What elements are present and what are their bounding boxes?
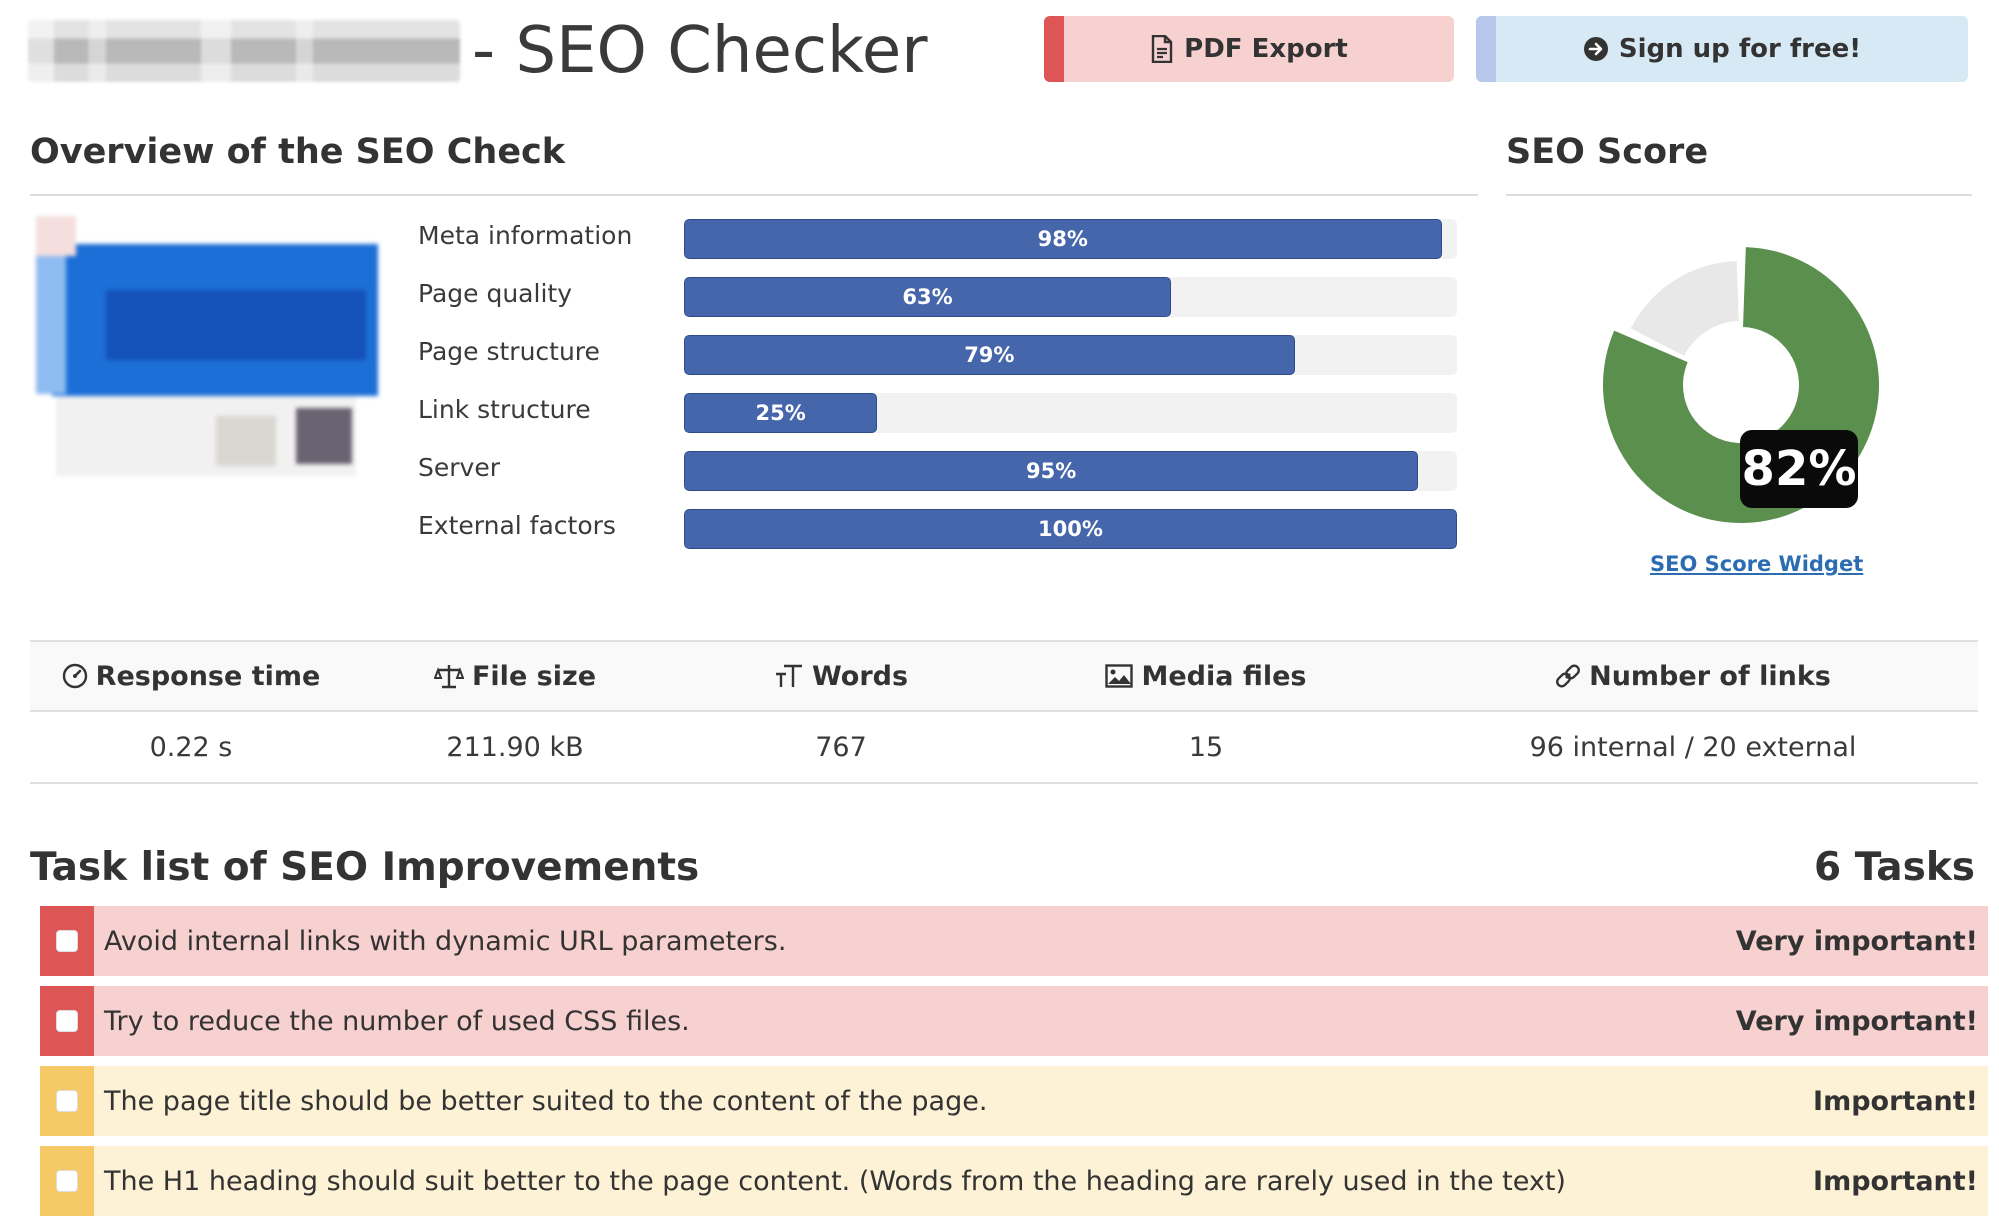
task-item: Avoid internal links with dynamic URL pa… [40,906,1988,976]
task-text: The H1 heading should suit better to the… [104,1165,1566,1197]
stats-header-response-time: Response time [30,642,352,710]
number-of-links-value: 96 internal / 20 external [1529,731,1857,763]
metric-progress-fill: 25% [684,393,878,433]
metric-progress-fill: 63% [684,277,1171,317]
score-divider [1506,194,1972,196]
task-importance: Important! [1813,1085,1978,1117]
arrow-circle-right-icon [1583,36,1609,62]
signup-label: Sign up for free! [1618,34,1862,64]
task-priority-bar [40,986,94,1056]
metric-progress-fill: 100% [684,509,1457,549]
metric-progress-fill: 79% [684,335,1295,375]
metric-percent: 79% [964,343,1015,367]
stats-header-label: Media files [1141,660,1307,692]
metric-progress-bar: 79% [684,335,1457,375]
task-item: The H1 heading should suit better to the… [40,1146,1988,1216]
signup-button[interactable]: Sign up for free! [1476,16,1968,82]
seo-score-badge: 82% [1740,430,1858,508]
image-icon [1105,664,1134,688]
blurred-site-name [28,20,460,82]
overview-divider [30,194,1478,196]
task-checkbox[interactable] [56,930,78,952]
task-importance: Very important! [1735,1005,1978,1037]
link-icon [1555,663,1581,689]
metric-label: Page structure [418,337,600,366]
task-item: The page title should be better suited t… [40,1066,1988,1136]
stats-header-media-files: Media files [1004,642,1408,710]
stats-header-label: Words [811,660,909,692]
button-accent [1044,16,1064,82]
seo-score-widget-link[interactable]: SEO Score Widget [1650,552,1864,576]
metric-progress-bar: 95% [684,451,1457,491]
metric-label: Meta information [418,221,633,250]
metric-progress-bar: 98% [684,219,1457,259]
stats-header-number-of-links: Number of links [1408,642,1978,710]
task-checkbox[interactable] [56,1170,78,1192]
metric-percent: 95% [1026,459,1077,483]
media-files-value: 15 [1188,731,1224,763]
task-checkbox[interactable] [56,1090,78,1112]
task-text: Try to reduce the number of used CSS fil… [104,1005,690,1037]
metric-label: Server [418,453,500,482]
seo-score-heading: SEO Score [1506,132,1709,172]
metric-progress-bar: 100% [684,509,1457,549]
stats-header-words: Words [678,642,1004,710]
task-count: 6 Tasks [1814,845,1975,890]
stats-header-file-size: File size [352,642,678,710]
metric-progress-fill: 98% [684,219,1442,259]
metric-label: Page quality [418,279,572,308]
metric-progress-bar: 25% [684,393,1457,433]
task-importance: Very important! [1735,925,1978,957]
metric-progress-bar: 63% [684,277,1457,317]
page-title: - SEO Checker [472,14,928,88]
metric-percent: 98% [1037,227,1088,251]
metric-progress-fill: 95% [684,451,1419,491]
stats-header-row: Response time File size Words Media file… [30,640,1978,712]
pdf-export-label: PDF Export [1184,34,1348,64]
donut-remaining-slice [1630,261,1739,356]
task-priority-bar [40,1066,94,1136]
metric-percent: 100% [1038,517,1103,541]
task-text: Avoid internal links with dynamic URL pa… [104,925,787,957]
gauge-icon [62,663,88,689]
task-importance: Important! [1813,1165,1978,1197]
file-size-value: 211.90 kB [446,731,584,763]
stats-value-row: 0.22 s 211.90 kB 767 15 96 internal / 20… [30,712,1978,784]
task-item: Try to reduce the number of used CSS fil… [40,986,1988,1056]
metric-label: External factors [418,511,616,540]
scale-icon [433,663,464,689]
site-thumbnail [36,216,382,484]
task-priority-bar [40,1146,94,1216]
response-time-value: 0.22 s [149,731,233,763]
button-accent [1476,16,1496,82]
pdf-export-button[interactable]: PDF Export [1044,16,1454,82]
task-list-heading: Task list of SEO Improvements [30,845,700,890]
task-priority-bar [40,906,94,976]
task-checkbox[interactable] [56,1010,78,1032]
text-size-icon [774,663,804,689]
task-text: The page title should be better suited t… [104,1085,988,1117]
words-value: 767 [815,731,867,763]
stats-header-label: Number of links [1589,660,1831,692]
stats-header-label: Response time [95,660,321,692]
file-pdf-icon [1150,35,1174,63]
metric-label: Link structure [418,395,591,424]
stats-header-label: File size [471,660,597,692]
overview-heading: Overview of the SEO Check [30,132,566,172]
metric-percent: 25% [755,401,806,425]
metric-percent: 63% [902,285,953,309]
